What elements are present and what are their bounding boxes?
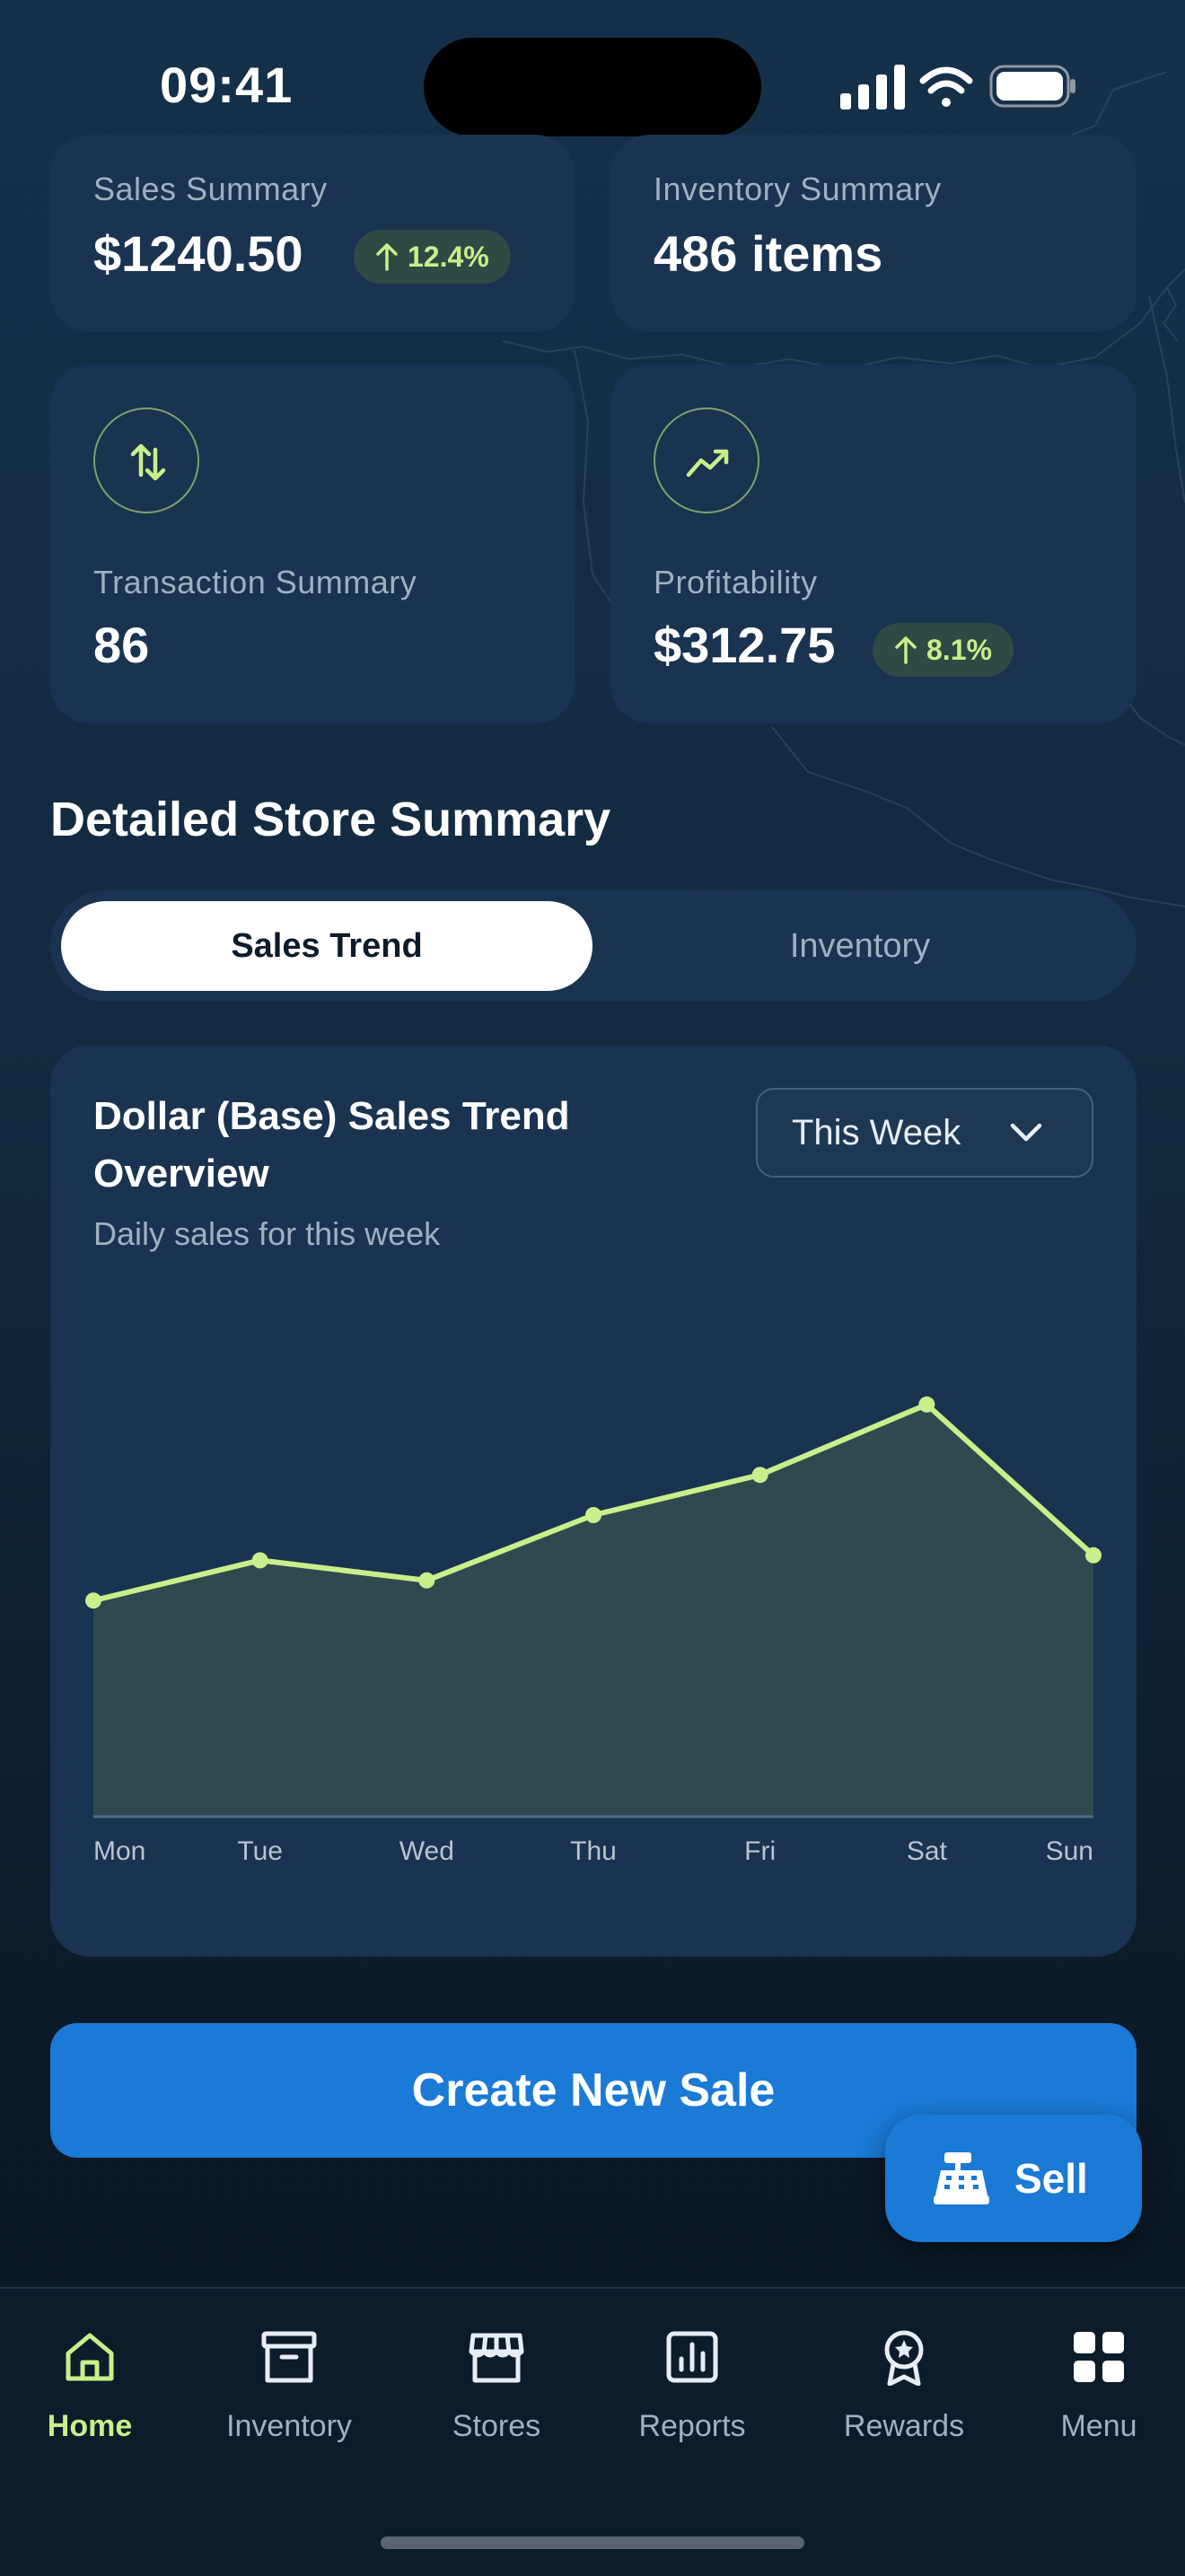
tab-stores[interactable]: Stores (407, 2328, 586, 2472)
chart-tick-label: Fri (744, 1836, 776, 1866)
chart-point-sat (918, 1396, 935, 1413)
arrow-up-icon (895, 636, 917, 664)
chart-tick-label: Tue (237, 1836, 283, 1866)
chart-point-wed (418, 1572, 435, 1589)
sales-summary-value: $1240.50 (93, 225, 303, 282)
chart-point-fri (751, 1467, 768, 1484)
chart-point-mon (85, 1592, 101, 1609)
bottom-tab-bar: Home Inventory Stores (0, 2287, 1185, 2576)
profitability-change-badge: 8.1% (873, 623, 1014, 677)
chart-tick-label: Sun (1046, 1836, 1093, 1866)
tab-rewards[interactable]: Rewards (814, 2328, 994, 2472)
sales-trend-chart: Mon Tue Wed Thu Fri Sat Sun (85, 1396, 1102, 1866)
section-title: Detailed Store Summary (50, 793, 611, 846)
tab-stores-label: Stores (452, 2409, 541, 2443)
battery-icon (989, 65, 1075, 108)
sales-change-badge: 12.4% (354, 230, 511, 284)
grid-icon (1074, 2332, 1124, 2382)
chart-point-tue (251, 1552, 268, 1569)
store-icon (469, 2333, 524, 2383)
inventory-summary-value: 486 items (654, 225, 883, 282)
sales-change-value: 12.4% (408, 241, 489, 273)
trending-up-icon (686, 449, 729, 478)
dynamic-island (424, 38, 761, 136)
chart-title: Dollar (Base) Sales Trend Overview (93, 1094, 570, 1196)
transaction-icon-wrap (93, 407, 199, 513)
chart-subtitle: Daily sales for this week (93, 1215, 441, 1252)
arrows-up-down-icon (130, 443, 166, 481)
tab-menu[interactable]: Menu (1009, 2328, 1185, 2472)
transaction-summary-card[interactable]: Transaction Summary 86 (50, 364, 575, 723)
chart-point-thu (585, 1507, 601, 1523)
status-icons (840, 65, 1075, 110)
profitability-card[interactable]: Profitability $312.75 8.1% (610, 364, 1137, 723)
status-bar: 09:41 (0, 0, 1185, 171)
sales-trend-card: Dollar (Base) Sales Trend Overview Daily… (50, 1045, 1137, 1957)
tab-reports[interactable]: Reports (602, 2328, 782, 2472)
tab-reports-label: Reports (638, 2409, 746, 2443)
summary-toggle: Sales Trend Inventory (50, 890, 1137, 1002)
transaction-summary-value: 86 (93, 617, 150, 673)
chart-tick-label: Wed (399, 1836, 454, 1866)
wifi-icon (919, 66, 973, 107)
sales-summary-card[interactable]: Sales Summary $1240.50 12.4% (50, 135, 575, 332)
chart-tick-label: Sat (907, 1836, 948, 1866)
tab-sales-trend[interactable]: Sales Trend (61, 901, 592, 991)
chart-tick-label: Mon (93, 1836, 145, 1866)
tab-rewards-label: Rewards (843, 2409, 965, 2443)
archive-box-icon (261, 2331, 317, 2383)
tab-home[interactable]: Home (0, 2328, 180, 2472)
chart-area-fill (93, 1404, 1093, 1817)
profitability-change-value: 8.1% (926, 634, 992, 666)
status-time: 09:41 (160, 57, 294, 113)
bar-chart-icon (666, 2331, 718, 2383)
tab-inventory[interactable]: Inventory (789, 927, 931, 965)
award-ribbon-icon (884, 2330, 924, 2386)
tab-home-label: Home (47, 2409, 133, 2443)
sell-fab[interactable]: Sell (885, 2115, 1142, 2242)
tab-inventory-nav[interactable]: Inventory (199, 2328, 379, 2472)
chart-tick-label: Thu (570, 1836, 617, 1866)
cash-register-icon (934, 2152, 989, 2204)
inventory-summary-label: Inventory Summary (654, 171, 942, 207)
arrow-up-icon (376, 243, 398, 271)
tab-inventory-label: Inventory (226, 2409, 352, 2443)
transaction-summary-label: Transaction Summary (93, 564, 417, 600)
period-dropdown[interactable]: This Week (756, 1088, 1093, 1178)
sales-summary-label: Sales Summary (93, 171, 328, 207)
profitability-value: $312.75 (654, 617, 836, 673)
sell-label: Sell (1014, 2155, 1088, 2202)
tab-menu-label: Menu (1060, 2409, 1137, 2443)
signal-icon (840, 65, 905, 110)
home-indicator (381, 2537, 804, 2549)
home-icon (66, 2333, 114, 2381)
chart-point-sun (1085, 1546, 1102, 1564)
inventory-summary-card[interactable]: Inventory Summary 486 items (610, 135, 1137, 332)
profitability-icon-wrap (654, 407, 759, 513)
period-dropdown-label: This Week (792, 1113, 961, 1152)
chevron-down-icon (1010, 1123, 1042, 1142)
profitability-label: Profitability (654, 564, 818, 600)
